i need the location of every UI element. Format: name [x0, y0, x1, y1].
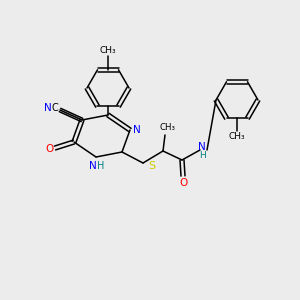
Text: O: O — [45, 144, 53, 154]
Text: CH₃: CH₃ — [160, 124, 176, 133]
Text: CH₃: CH₃ — [100, 46, 116, 55]
Text: O: O — [179, 178, 187, 188]
Text: N: N — [89, 161, 97, 171]
Text: N: N — [198, 142, 206, 152]
Text: N: N — [44, 103, 52, 113]
Text: CH₃: CH₃ — [229, 132, 245, 141]
Text: S: S — [148, 161, 155, 171]
Text: H: H — [97, 161, 105, 171]
Text: H: H — [199, 151, 206, 160]
Text: C: C — [52, 103, 58, 113]
Text: N: N — [133, 125, 141, 135]
